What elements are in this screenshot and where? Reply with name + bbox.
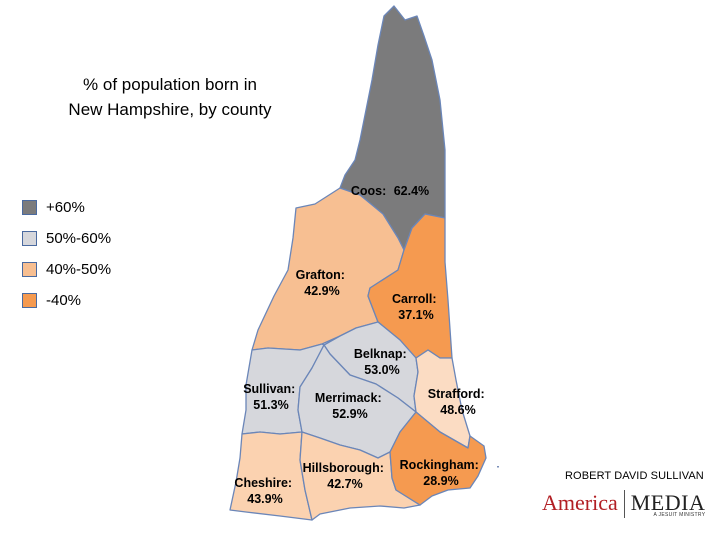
county-name: Rockingham: (400, 458, 479, 472)
county-label-cheshire: Cheshire: 43.9% (234, 476, 295, 506)
county-label-rockingham: Rockingham: 28.9% (400, 458, 483, 488)
county-label-sullivan: Sullivan: 51.3% (243, 382, 299, 412)
legend-item-under-40: -40% (22, 285, 111, 316)
county-label-belknap: Belknap: 53.0% (354, 347, 410, 377)
map-title-line-1: % of population born in (83, 75, 257, 94)
county-label-hillsborough: Hillsborough: 42.7% (303, 461, 388, 491)
america-media-logo: America MEDIA A JESUIT MINISTRY (542, 490, 705, 518)
county-name: Sullivan: (243, 382, 295, 396)
county-value: 48.6% (440, 403, 475, 417)
county-name: Strafford: (428, 387, 485, 401)
county-name: Cheshire: (234, 476, 292, 490)
legend-label: +60% (46, 199, 85, 216)
legend-swatch (22, 200, 37, 215)
county-value: 53.0% (364, 363, 399, 377)
legend-label: 40%-50% (46, 261, 112, 278)
map-title: % of population born in New Hampshire, b… (30, 72, 310, 122)
county-value: 51.3% (253, 398, 288, 412)
county-rockingham (389, 411, 487, 506)
county-value: 42.7% (327, 477, 362, 491)
logo-tagline: A JESUIT MINISTRY (653, 512, 706, 518)
county-label-grafton: Grafton: 42.9% (296, 268, 349, 298)
county-name: Coos: (351, 184, 386, 198)
county-name: Grafton: (296, 268, 345, 282)
county-name: Belknap: (354, 347, 407, 361)
logo-divider (623, 490, 625, 518)
county-label-strafford: Strafford: 48.6% (428, 387, 488, 417)
logo-media-block: MEDIA A JESUIT MINISTRY (631, 490, 706, 518)
county-value: 62.4% (394, 184, 429, 198)
logo-america-text: America (542, 490, 618, 515)
author-credit: ROBERT DAVID SULLIVAN (565, 470, 704, 482)
county-name: Merrimack: (315, 391, 382, 405)
logo-media-text: MEDIA (630, 490, 706, 515)
legend-label: -40% (46, 292, 82, 309)
county-label-carroll: Carroll: 37.1% (392, 292, 440, 322)
legend-swatch (22, 262, 37, 277)
isles-of-shoals (497, 466, 499, 468)
legend-item-40-50: 40%-50% (22, 254, 111, 285)
legend-swatch (22, 293, 37, 308)
county-value: 28.9% (423, 474, 458, 488)
county-grafton (251, 187, 405, 351)
legend: +60% 50%-60% 40%-50% -40% (22, 192, 111, 316)
legend-swatch (22, 231, 37, 246)
county-value: 43.9% (247, 492, 282, 506)
county-name: Carroll: (392, 292, 436, 306)
county-label-coos: Coos: 62.4% (351, 184, 429, 198)
county-label-merrimack: Merrimack: 52.9% (315, 391, 385, 421)
legend-item-60-plus: +60% (22, 192, 111, 223)
map-title-line-2: New Hampshire, by county (68, 100, 272, 119)
county-value: 37.1% (398, 308, 433, 322)
legend-label: 50%-60% (46, 230, 112, 247)
legend-item-50-60: 50%-60% (22, 223, 111, 254)
county-name: Hillsborough: (303, 461, 384, 475)
county-value: 52.9% (332, 407, 367, 421)
county-value: 42.9% (304, 284, 339, 298)
